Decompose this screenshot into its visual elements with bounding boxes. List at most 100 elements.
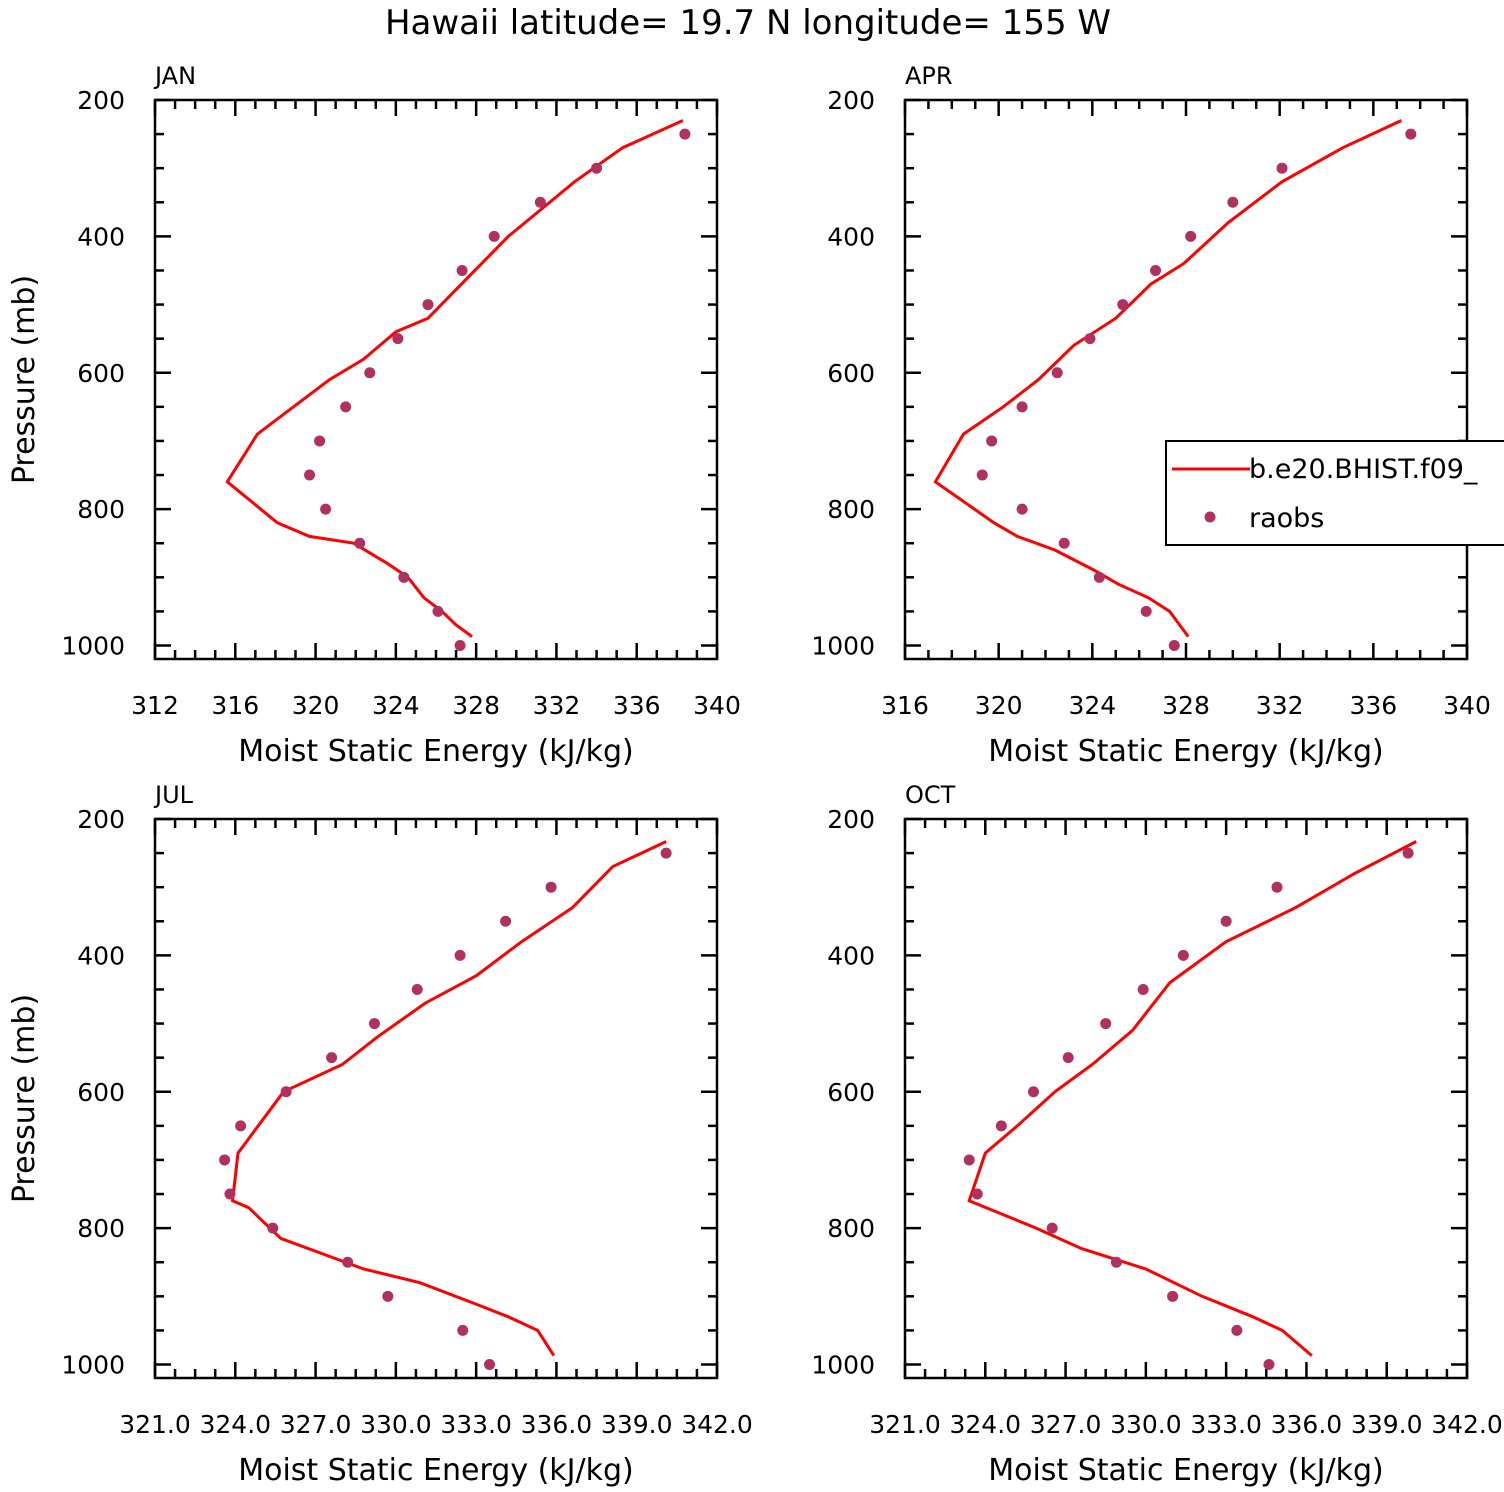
x-tick-label: 336.0: [521, 1410, 593, 1439]
raobs-point: [411, 983, 423, 995]
raobs-point: [484, 1359, 496, 1370]
raobs-point: [1058, 537, 1070, 549]
legend-label-model: b.e20.BHIST.f09_: [1249, 454, 1478, 485]
raobs-point: [320, 503, 332, 515]
raobs-point: [1062, 1052, 1074, 1064]
panel-label: JUL: [153, 781, 194, 809]
y-tick-label: 600: [827, 1078, 875, 1107]
raobs-point: [1027, 1086, 1039, 1098]
y-tick-label: 400: [77, 222, 125, 251]
raobs-point: [1016, 401, 1028, 413]
x-tick-label: 324: [1068, 691, 1116, 720]
raobs-point: [1405, 128, 1417, 140]
raobs-point: [1051, 367, 1063, 379]
x-tick-label: 330.0: [1110, 1410, 1182, 1439]
raobs-point: [280, 1086, 292, 1098]
y-tick-label: 800: [77, 1214, 125, 1243]
y-tick-label: 200: [827, 805, 875, 834]
raobs-point: [1168, 640, 1180, 651]
x-axis-title: Moist Static Energy (kJ/kg): [988, 1453, 1384, 1488]
raobs-point: [219, 1154, 231, 1166]
x-tick-label: 340: [1443, 691, 1491, 720]
raobs-point: [1084, 333, 1096, 345]
y-axis-title: Pressure (mb): [7, 275, 42, 484]
raobs-point: [1276, 162, 1288, 174]
x-tick-label: 328: [1162, 691, 1210, 720]
x-axis-title: Moist Static Energy (kJ/kg): [238, 1453, 634, 1488]
x-tick-label: 342.0: [1431, 1410, 1503, 1439]
raobs-point: [1150, 264, 1162, 276]
x-tick-label: 327.0: [280, 1410, 352, 1439]
raobs-point: [971, 1188, 983, 1200]
x-axis-title: Moist Static Energy (kJ/kg): [988, 734, 1384, 769]
raobs-point: [660, 847, 672, 859]
x-tick-label: 324: [372, 691, 420, 720]
raobs-point: [235, 1120, 247, 1132]
raobs-point: [1046, 1222, 1058, 1234]
raobs-point: [1110, 1256, 1122, 1268]
y-tick-label: 800: [827, 495, 875, 524]
y-tick-label: 400: [77, 941, 125, 970]
raobs-point: [1100, 1018, 1112, 1030]
y-tick-label: 400: [827, 222, 875, 251]
raobs-point: [1227, 196, 1239, 208]
raobs-point: [364, 367, 376, 379]
model-series-line: [967, 840, 1417, 1357]
model-series-line: [225, 119, 684, 638]
raobs-point: [1271, 881, 1283, 893]
raobs-point: [267, 1222, 279, 1234]
raobs-point: [1093, 571, 1105, 583]
y-tick-label: 1000: [811, 632, 875, 661]
panel-label: OCT: [905, 781, 956, 809]
raobs-point: [1137, 983, 1149, 995]
raobs-point: [1231, 1324, 1243, 1336]
raobs-point: [326, 1052, 338, 1064]
x-tick-label: 342.0: [681, 1410, 753, 1439]
model-series-line: [933, 119, 1403, 638]
panel-jul: 200 400 600 800 1000 321.0 324.0 327.0 330.0 333.…: [7, 781, 753, 1488]
x-tick-label: 330.0: [360, 1410, 432, 1439]
x-tick-label: 312: [131, 691, 179, 720]
legend-marker-swatch: [1204, 511, 1216, 523]
x-tick-label: 332: [1256, 691, 1304, 720]
panel-apr: 200 400 600 800 1000 316 320 324 328 332 336 340 APR…: [811, 62, 1490, 769]
raobs-point: [500, 915, 512, 927]
y-tick-label: 200: [77, 805, 125, 834]
raobs-point: [454, 640, 466, 651]
raobs-point: [1140, 605, 1152, 617]
x-tick-label: 321.0: [119, 1410, 191, 1439]
raobs-point: [454, 949, 466, 961]
raobs-point: [1402, 847, 1414, 859]
raobs-point: [591, 162, 603, 174]
x-tick-label: 327.0: [1030, 1410, 1102, 1439]
panel-oct: 200 400 600 800 1000 321.0 324.0 327.0 330.0 333.…: [811, 781, 1502, 1488]
model-series-line: [230, 840, 667, 1357]
raobs-point: [995, 1120, 1007, 1132]
raobs-point: [1177, 949, 1189, 961]
raobs-point: [456, 264, 468, 276]
y-tick-label: 600: [77, 1078, 125, 1107]
x-tick-label: 333.0: [1190, 1410, 1262, 1439]
raobs-point: [976, 469, 988, 481]
raobs-point: [422, 299, 434, 311]
raobs-point: [457, 1324, 469, 1336]
y-tick-label: 1000: [811, 1351, 875, 1380]
raobs-point: [1016, 503, 1028, 515]
x-tick-label: 321.0: [869, 1410, 941, 1439]
x-tick-label: 324.0: [199, 1410, 271, 1439]
plot-frame: [903, 98, 1469, 661]
raobs-point: [432, 605, 444, 617]
figure-title: Hawaii latitude= 19.7 N longitude= 155 W: [385, 3, 1111, 43]
raobs-point: [1220, 915, 1232, 927]
raobs-point: [963, 1154, 975, 1166]
y-tick-label: 1000: [61, 632, 125, 661]
legend: b.e20.BHIST.f09_raobs: [1165, 440, 1504, 546]
raobs-point: [354, 537, 366, 549]
raobs-point: [382, 1290, 394, 1302]
y-tick-label: 800: [827, 1214, 875, 1243]
raobs-point: [534, 196, 546, 208]
y-tick-label: 400: [827, 941, 875, 970]
y-tick-label: 600: [77, 359, 125, 388]
x-tick-label: 316: [211, 691, 259, 720]
